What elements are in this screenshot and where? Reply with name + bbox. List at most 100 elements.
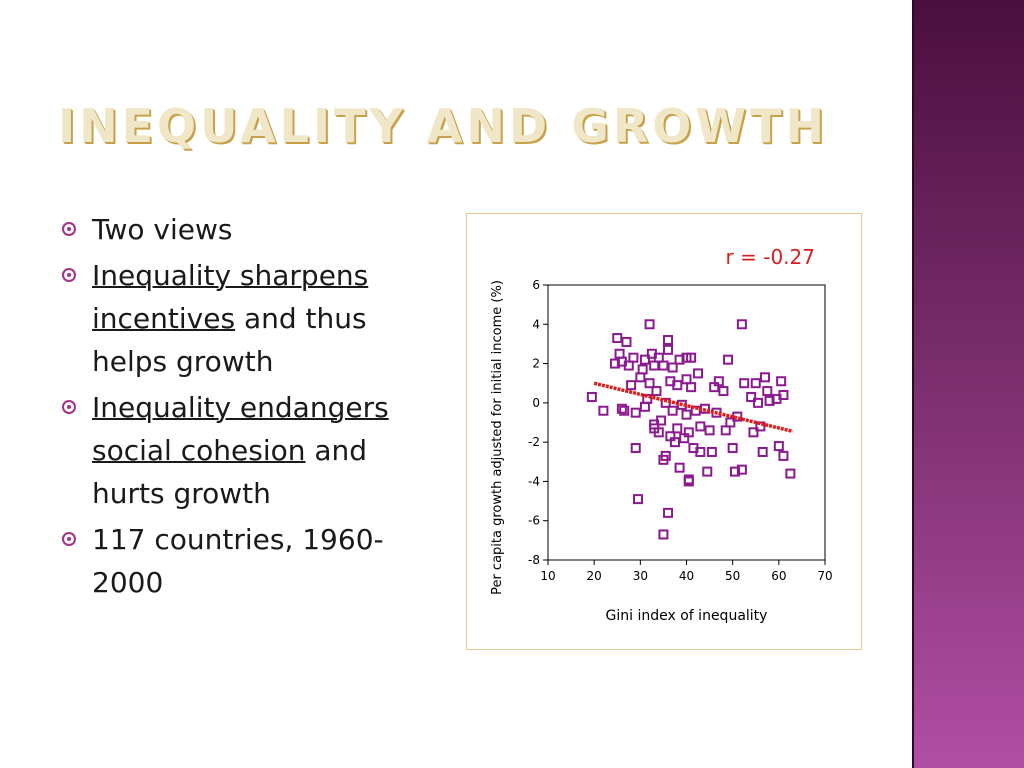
scatter-point (762, 386, 773, 397)
y-tick-label: -2 (528, 435, 540, 449)
y-axis-ticks: 6 4 2 0 -2 -4 -6 -8 (528, 278, 548, 567)
scatter-point (750, 378, 761, 389)
y-tick-label: 2 (532, 357, 540, 371)
scatter-point (683, 476, 694, 487)
scatter-point (686, 382, 697, 393)
plot-area (547, 284, 826, 561)
scatter-point (672, 423, 683, 434)
scatter-point (598, 405, 609, 416)
scatter-point (686, 352, 697, 363)
side-band-divider (912, 0, 914, 768)
scatter-point (695, 421, 706, 432)
y-tick-label: -6 (528, 514, 540, 528)
correlation-annotation: r = -0.27 (726, 245, 815, 269)
scatter-point (727, 443, 738, 454)
scatter-point (674, 354, 685, 365)
scatter-point (628, 352, 639, 363)
scatter-point (695, 446, 706, 457)
scatter-point (736, 464, 747, 475)
slide-title: Inequality and Growth (58, 99, 829, 153)
scatter-point (649, 423, 660, 434)
scatter-point (713, 376, 724, 387)
x-tick-label: 10 (540, 569, 555, 583)
scatter-point (663, 344, 674, 355)
scatter-point (651, 386, 662, 397)
y-tick-label: 0 (532, 396, 540, 410)
y-tick-label: -4 (528, 474, 540, 488)
bullet-target-icon (62, 400, 76, 414)
bullet-text: 117 countries, 1960-2000 (92, 523, 384, 599)
scatter-point (674, 462, 685, 473)
scatter-point (706, 446, 717, 457)
scatter-point (644, 319, 655, 330)
bullet-target-icon (62, 222, 76, 236)
scatter-point (776, 376, 787, 387)
scatter-point (778, 450, 789, 461)
scatter-point (725, 417, 736, 428)
scatter-chart-frame: r = -0.27 6 4 2 0 -2 -4 -6 -8 10 20 30 40 50 60 70 Gi… (466, 213, 862, 650)
x-tick-label: 30 (633, 569, 648, 583)
y-tick-label: 4 (532, 317, 540, 331)
bullet-target-icon (62, 268, 76, 282)
scatter-point (619, 405, 630, 416)
scatter-point (729, 466, 740, 477)
bullet-item: 117 countries, 1960-2000 (62, 518, 422, 604)
y-axis-label: Per capita growth adjusted for initial i… (490, 280, 505, 595)
scatter-point (667, 362, 678, 373)
scatter-point (672, 380, 683, 391)
decorative-side-band (912, 0, 1024, 768)
x-tick-label: 60 (771, 569, 786, 583)
scatter-point (656, 415, 667, 426)
trend-line (593, 381, 794, 434)
scatter-point (748, 427, 759, 438)
bullet-emphasis: Inequality endangers social cohesion (92, 391, 389, 467)
scatter-point (630, 407, 641, 418)
scatter-point (667, 405, 678, 416)
scatter-point (660, 450, 671, 461)
y-tick-label: -8 (528, 553, 540, 567)
scatter-point (616, 403, 627, 414)
bullet-text: and hurts growth (92, 434, 368, 510)
scatter-point (637, 364, 648, 375)
bullet-list: Two views Inequality sharpens incentives… (62, 208, 422, 607)
scatter-point (736, 319, 747, 330)
scatter-point (704, 425, 715, 436)
scatter-point (785, 468, 796, 479)
scatter-point (586, 391, 597, 402)
scatter-point (626, 380, 637, 391)
scatter-point (683, 427, 694, 438)
scatter-point (644, 378, 655, 389)
bullet-text: Two views (92, 213, 233, 246)
bullet-target-icon (62, 532, 76, 546)
scatter-point (612, 333, 623, 344)
scatter-point (669, 437, 680, 448)
scatter-point (723, 354, 734, 365)
scatter-point (718, 386, 729, 397)
scatter-point (681, 409, 692, 420)
bullet-item: Inequality sharpens incentives and thus … (62, 254, 422, 383)
scatter-point (746, 391, 757, 402)
bullet-item: Two views (62, 208, 422, 251)
scatter-point (753, 397, 764, 408)
scatter-point (764, 395, 775, 406)
scatter-point (739, 378, 750, 389)
scatter-point (778, 390, 789, 400)
x-tick-label: 50 (725, 569, 740, 583)
scatter-point (757, 446, 768, 457)
scatter-point (702, 466, 713, 477)
scatter-point (732, 411, 743, 422)
scatter-point (658, 529, 669, 540)
scatter-point (630, 443, 641, 454)
y-tick-label: 6 (532, 278, 540, 292)
x-tick-label: 20 (587, 569, 602, 583)
x-axis-label: Gini index of inequality (606, 608, 768, 624)
bullet-emphasis: Inequality sharpens incentives (92, 259, 369, 335)
scatter-point (609, 358, 620, 369)
bullet-item: Inequality endangers social cohesion and… (62, 386, 422, 515)
scatter-point (658, 360, 669, 371)
scatter-point (773, 441, 784, 452)
scatter-point (633, 494, 644, 505)
bullet-text: and thus helps growth (92, 302, 367, 378)
scatter-point (621, 336, 632, 347)
scatter-point (693, 368, 704, 379)
